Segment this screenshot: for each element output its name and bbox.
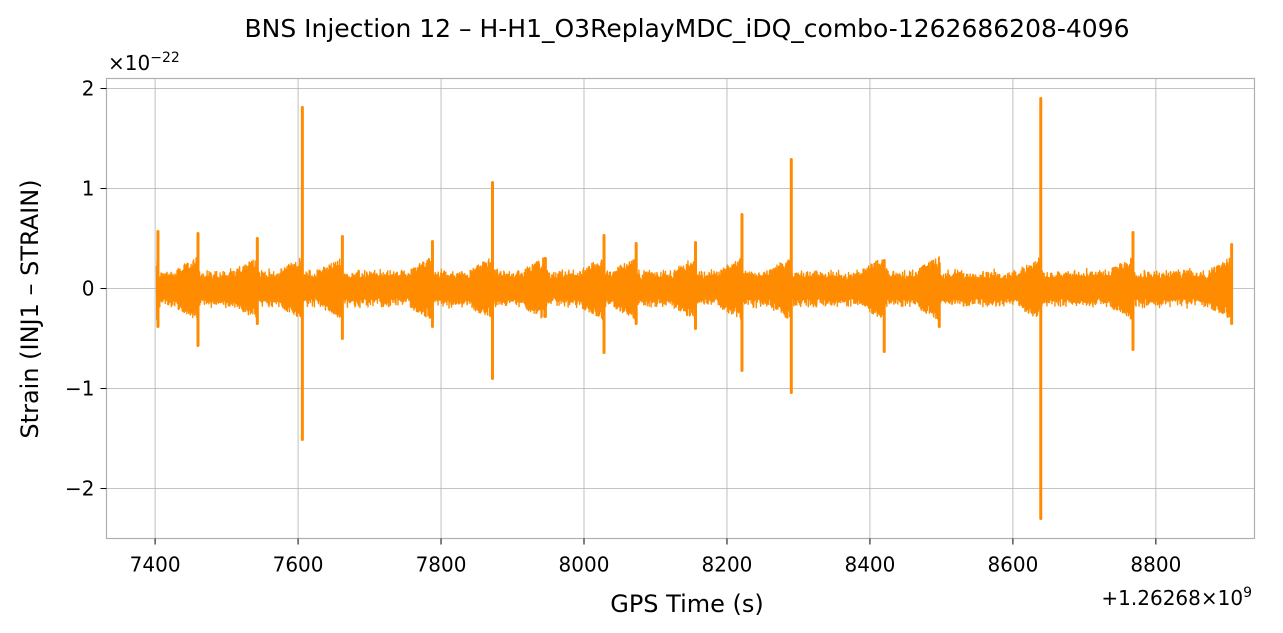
- plot-frame: [105, 77, 1256, 540]
- x-tick-label: 8800: [1130, 553, 1181, 577]
- y-axis-label: Strain (INJ1 – STRAIN): [16, 179, 44, 438]
- chart-title: BNS Injection 12 – H-H1_O3ReplayMDC_iDQ_…: [244, 14, 1129, 43]
- y-scale-base: ×10: [108, 51, 150, 75]
- x-tick-label: 8000: [559, 553, 610, 577]
- x-tick-label: 7600: [273, 553, 324, 577]
- x-offset-label: +1.26268×109: [1101, 585, 1252, 610]
- y-tick-label: 1: [82, 177, 95, 201]
- y-tick-label: 0: [82, 277, 95, 301]
- x-tick-label: 8400: [844, 553, 895, 577]
- x-axis-label: GPS Time (s): [610, 590, 764, 618]
- x-offset-exponent: 9: [1243, 585, 1252, 601]
- y-scale-exponent: −22: [150, 50, 180, 66]
- x-offset-base: +1.26268×10: [1101, 586, 1243, 610]
- series-layer: [155, 97, 1234, 520]
- y-tick-label: −2: [65, 477, 94, 501]
- x-tick-label: 8200: [702, 553, 753, 577]
- y-tick-label: 2: [82, 77, 95, 101]
- x-tick-label: 7400: [130, 553, 181, 577]
- x-tick-label: 8600: [987, 553, 1038, 577]
- y-scale-label: ×10−22: [108, 50, 180, 75]
- x-tick-label: 7800: [416, 553, 467, 577]
- y-tick-label: −1: [65, 377, 94, 401]
- y-axis-ticks: −2 −1 0 1 2: [65, 77, 107, 501]
- x-axis-ticks: 7400 7600 7800 8000 8200 8400 8600 8800: [130, 538, 1181, 577]
